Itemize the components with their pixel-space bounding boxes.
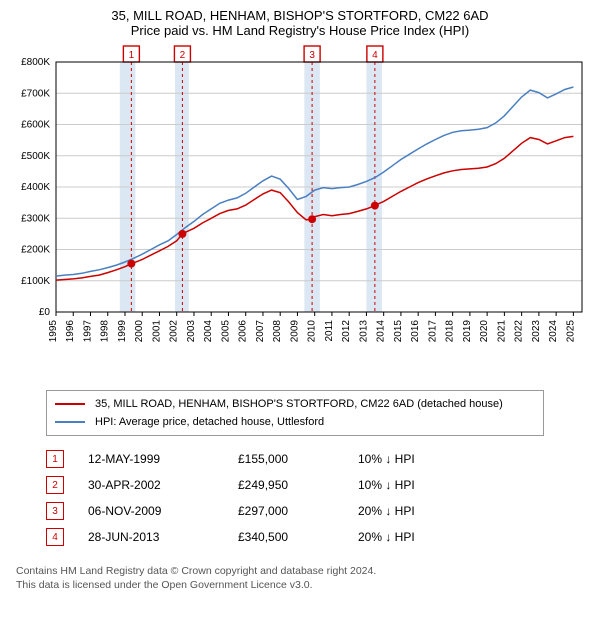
sale-pct: 20% ↓ HPI xyxy=(358,530,478,544)
svg-text:2014: 2014 xyxy=(376,320,387,343)
footer-line-1: Contains HM Land Registry data © Crown c… xyxy=(16,564,592,578)
sale-pct: 10% ↓ HPI xyxy=(358,452,478,466)
svg-text:2017: 2017 xyxy=(427,320,438,343)
legend-label-property: 35, MILL ROAD, HENHAM, BISHOP'S STORTFOR… xyxy=(95,398,503,410)
title-line-1: 35, MILL ROAD, HENHAM, BISHOP'S STORTFOR… xyxy=(8,8,592,23)
chart-title: 35, MILL ROAD, HENHAM, BISHOP'S STORTFOR… xyxy=(8,8,592,38)
svg-text:£500K: £500K xyxy=(21,151,50,162)
svg-text:2019: 2019 xyxy=(462,320,473,343)
footer-attribution: Contains HM Land Registry data © Crown c… xyxy=(16,564,592,592)
chart-area: £0 £100K £200K £300K £400K £500K £600K £700K £80… xyxy=(8,44,592,384)
svg-text:£0: £0 xyxy=(39,307,51,318)
sale-price: £297,000 xyxy=(238,504,358,518)
svg-text:2025: 2025 xyxy=(565,320,576,343)
svg-text:2022: 2022 xyxy=(514,320,525,343)
svg-text:2002: 2002 xyxy=(169,320,180,343)
svg-text:2013: 2013 xyxy=(358,320,369,343)
svg-text:4: 4 xyxy=(372,50,378,61)
svg-text:2000: 2000 xyxy=(134,320,145,343)
sale-marker: 1 xyxy=(46,450,64,468)
svg-text:£300K: £300K xyxy=(21,213,50,224)
svg-text:2001: 2001 xyxy=(151,320,162,343)
sale-pct: 20% ↓ HPI xyxy=(358,504,478,518)
sale-marker: 2 xyxy=(46,476,64,494)
svg-text:£200K: £200K xyxy=(21,245,50,256)
sale-date: 28-JUN-2013 xyxy=(88,530,238,544)
svg-text:2: 2 xyxy=(180,50,186,61)
svg-text:1999: 1999 xyxy=(117,320,128,343)
svg-text:2009: 2009 xyxy=(289,320,300,343)
sale-marker: 4 xyxy=(46,528,64,546)
footer-line-2: This data is licensed under the Open Gov… xyxy=(16,578,592,592)
svg-text:2007: 2007 xyxy=(255,320,266,343)
svg-text:1997: 1997 xyxy=(82,320,93,343)
svg-text:2006: 2006 xyxy=(238,320,249,343)
title-line-2: Price paid vs. HM Land Registry's House … xyxy=(8,23,592,38)
svg-text:1995: 1995 xyxy=(48,320,59,343)
svg-text:£800K: £800K xyxy=(21,57,50,68)
sale-price: £249,950 xyxy=(238,478,358,492)
svg-text:£600K: £600K xyxy=(21,120,50,131)
sales-row: 3 06-NOV-2009£297,00020% ↓ HPI xyxy=(46,498,592,524)
sales-table: 1 12-MAY-1999£155,00010% ↓ HPI 2 30-APR-200… xyxy=(46,446,592,550)
sales-row: 1 12-MAY-1999£155,00010% ↓ HPI xyxy=(46,446,592,472)
svg-text:2012: 2012 xyxy=(341,320,352,343)
svg-text:1996: 1996 xyxy=(65,320,76,343)
sale-price: £340,500 xyxy=(238,530,358,544)
legend-label-hpi: HPI: Average price, detached house, Uttl… xyxy=(95,416,324,428)
legend-swatch-hpi xyxy=(55,421,85,423)
legend-item-property: 35, MILL ROAD, HENHAM, BISHOP'S STORTFOR… xyxy=(55,395,535,413)
sale-date: 06-NOV-2009 xyxy=(88,504,238,518)
legend: 35, MILL ROAD, HENHAM, BISHOP'S STORTFOR… xyxy=(46,390,544,436)
svg-text:2011: 2011 xyxy=(324,320,335,342)
sale-date: 12-MAY-1999 xyxy=(88,452,238,466)
svg-text:£100K: £100K xyxy=(21,276,50,287)
svg-text:3: 3 xyxy=(309,50,315,61)
svg-text:1998: 1998 xyxy=(100,320,111,343)
svg-text:£400K: £400K xyxy=(21,182,50,193)
svg-text:£700K: £700K xyxy=(21,88,50,99)
legend-swatch-property xyxy=(55,403,85,405)
svg-text:2005: 2005 xyxy=(220,320,231,343)
sales-row: 4 28-JUN-2013£340,50020% ↓ HPI xyxy=(46,524,592,550)
svg-text:2004: 2004 xyxy=(203,320,214,343)
legend-item-hpi: HPI: Average price, detached house, Uttl… xyxy=(55,413,535,431)
svg-text:1: 1 xyxy=(129,50,135,61)
sale-price: £155,000 xyxy=(238,452,358,466)
svg-text:2023: 2023 xyxy=(531,320,542,343)
svg-text:2010: 2010 xyxy=(307,320,318,343)
svg-text:2024: 2024 xyxy=(548,320,559,343)
sale-pct: 10% ↓ HPI xyxy=(358,478,478,492)
svg-text:2021: 2021 xyxy=(496,320,507,343)
svg-text:2016: 2016 xyxy=(410,320,421,343)
sale-marker: 3 xyxy=(46,502,64,520)
svg-text:2008: 2008 xyxy=(272,320,283,343)
svg-text:2003: 2003 xyxy=(186,320,197,343)
svg-text:2020: 2020 xyxy=(479,320,490,343)
svg-text:2018: 2018 xyxy=(445,320,456,343)
sale-date: 30-APR-2002 xyxy=(88,478,238,492)
svg-text:2015: 2015 xyxy=(393,320,404,343)
sales-row: 2 30-APR-2002£249,95010% ↓ HPI xyxy=(46,472,592,498)
